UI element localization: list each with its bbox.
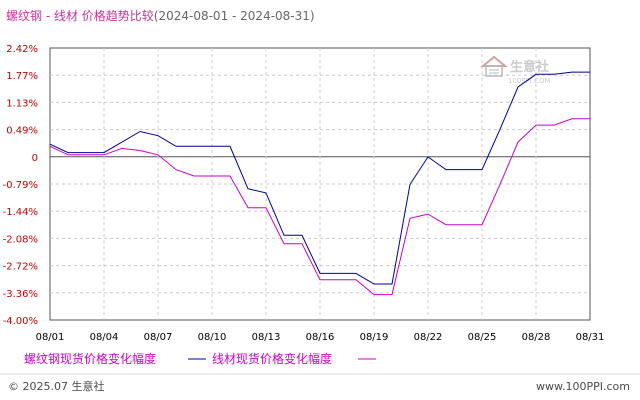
x-tick-label: 08/16 xyxy=(306,332,335,343)
legend: 螺纹钢现货价格变化幅度 线材现货价格变化幅度 xyxy=(24,351,376,366)
x-tick-label: 08/13 xyxy=(252,332,281,343)
footer-copyright: © 2025.07 生意社 xyxy=(8,379,104,393)
y-tick-label: -2.72% xyxy=(3,262,38,273)
y-tick-label: -0.79% xyxy=(3,180,38,191)
x-tick-label: 08/07 xyxy=(144,332,173,343)
house-logo-icon xyxy=(480,55,508,77)
x-tick-label: 08/25 xyxy=(468,332,497,343)
series-line-wire xyxy=(49,118,590,296)
legend-label-wire: 线材现货价格变化幅度 xyxy=(212,351,332,366)
x-tick-label: 08/01 xyxy=(36,332,65,343)
y-tick-label: 1.13% xyxy=(6,98,38,109)
x-tick-label: 08/04 xyxy=(90,332,119,343)
y-tick-label: 0 xyxy=(32,153,38,164)
y-tick-label: -1.44% xyxy=(3,207,38,218)
watermark: 生意社 100PPI.COM xyxy=(480,55,551,85)
legend-label-rebar: 螺纹钢现货价格变化幅度 xyxy=(24,351,156,366)
y-tick-label: -3.36% xyxy=(3,289,38,300)
x-tick-label: 08/10 xyxy=(198,332,227,343)
x-tick-label: 08/28 xyxy=(522,332,551,343)
x-tick-label: 08/22 xyxy=(414,332,443,343)
y-axis-ticks: 2.42% 1.77% 1.13% 0.49% 0 -0.79% -1.44% -2.08% -… xyxy=(3,44,38,327)
x-tick-label: 08/19 xyxy=(360,332,389,343)
y-tick-label: -2.08% xyxy=(3,234,38,245)
watermark-sub: 100PPI.COM xyxy=(508,77,551,85)
x-axis-ticks: 08/01 08/04 08/07 08/10 08/13 08/16 08/19 08/22… xyxy=(36,332,605,343)
gridlines xyxy=(50,48,590,320)
y-tick-label: 1.77% xyxy=(6,71,38,82)
footer-site: www.100PPI.com xyxy=(536,380,630,393)
chart-date-range: (2024-08-01 - 2024-08-31) xyxy=(154,9,315,23)
series-lines xyxy=(49,71,590,296)
y-tick-label: -4.00% xyxy=(3,316,38,327)
watermark-text: 生意社 xyxy=(510,59,549,75)
chart-title: 螺纹钢 - 线材 价格趋势比较(2024-08-01 - 2024-08-31) xyxy=(6,8,315,23)
x-tick-label: 08/31 xyxy=(576,332,605,343)
y-tick-label: 0.49% xyxy=(6,126,38,137)
y-tick-label: 2.42% xyxy=(6,44,38,55)
series-line-rebar xyxy=(49,71,590,285)
